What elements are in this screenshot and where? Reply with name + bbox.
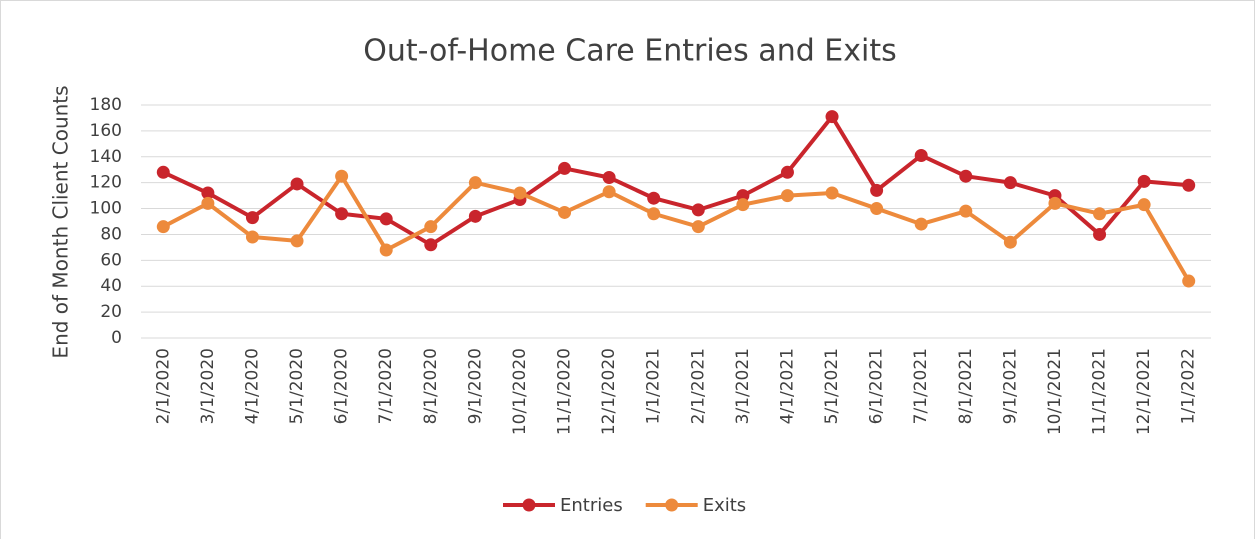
data-point xyxy=(1137,198,1151,212)
y-tick-label: 80 xyxy=(100,224,122,244)
data-point xyxy=(290,234,304,248)
data-point xyxy=(379,243,393,257)
y-axis-label: End of Month Client Counts xyxy=(49,85,73,358)
data-point xyxy=(201,196,215,210)
data-point xyxy=(691,220,705,234)
data-point xyxy=(780,165,794,179)
data-point xyxy=(156,220,170,234)
x-tick-label: 5/1/2020 xyxy=(287,348,307,424)
data-point xyxy=(736,189,750,203)
x-tick-label: 8/1/2021 xyxy=(956,348,976,424)
x-tick-label: 6/1/2021 xyxy=(867,348,887,424)
y-tick-label: 0 xyxy=(111,328,122,348)
data-point xyxy=(825,186,839,200)
data-point xyxy=(1048,196,1062,210)
y-tick-label: 100 xyxy=(90,199,122,219)
data-point xyxy=(959,169,973,183)
data-point xyxy=(602,185,616,199)
data-point xyxy=(156,165,170,179)
y-tick-label: 140 xyxy=(90,147,122,167)
data-point xyxy=(1003,176,1017,190)
series-line xyxy=(162,114,1189,247)
data-point xyxy=(558,161,572,175)
data-point xyxy=(335,207,349,221)
data-point xyxy=(736,198,750,212)
legend-label: Exits xyxy=(703,495,746,516)
x-tick-label: 7/1/2020 xyxy=(376,348,396,424)
data-point xyxy=(245,211,259,225)
data-point xyxy=(424,238,438,252)
legend-marker xyxy=(665,498,679,512)
data-point xyxy=(290,177,304,191)
x-tick-label: 6/1/2020 xyxy=(332,348,352,424)
data-point xyxy=(1093,227,1107,241)
data-point xyxy=(468,176,482,190)
data-point xyxy=(914,217,928,231)
data-point xyxy=(1137,174,1151,188)
data-point xyxy=(602,170,616,184)
x-tick-label: 2/1/2020 xyxy=(153,348,173,424)
x-tick-label: 1/1/2022 xyxy=(1179,348,1199,424)
data-point xyxy=(647,207,661,221)
data-point xyxy=(691,203,705,217)
data-point xyxy=(379,212,393,226)
data-point xyxy=(468,209,482,223)
x-tick-label: 11/1/2021 xyxy=(1090,348,1110,435)
y-tick-label: 120 xyxy=(90,173,122,193)
data-point xyxy=(870,202,884,216)
data-point xyxy=(424,220,438,234)
x-tick-label: 11/1/2020 xyxy=(555,348,575,435)
data-point xyxy=(959,204,973,218)
x-tick-label: 2/1/2021 xyxy=(688,348,708,424)
data-point xyxy=(647,191,661,205)
data-point xyxy=(245,230,259,244)
x-tick-label: 1/1/2021 xyxy=(644,348,664,424)
y-tick-label: 20 xyxy=(100,302,122,322)
x-tick-label: 5/1/2021 xyxy=(822,348,842,424)
data-point xyxy=(558,205,572,219)
x-tick-label: 10/1/2020 xyxy=(510,348,530,435)
data-point xyxy=(513,186,527,200)
x-tick-label: 7/1/2021 xyxy=(911,348,931,424)
data-point xyxy=(780,189,794,203)
x-tick-label: 9/1/2020 xyxy=(465,348,485,424)
y-tick-label: 180 xyxy=(90,95,122,115)
data-point xyxy=(1182,274,1196,288)
series-line xyxy=(162,174,1191,283)
data-point xyxy=(870,183,884,197)
legend-marker xyxy=(522,498,536,512)
x-tick-label: 3/1/2020 xyxy=(198,348,218,424)
data-point xyxy=(201,186,215,200)
y-tick-label: 40 xyxy=(100,276,122,296)
data-point xyxy=(1003,235,1017,249)
x-tick-label: 10/1/2021 xyxy=(1045,348,1065,435)
chart-title: Out-of-Home Care Entries and Exits xyxy=(363,34,896,69)
y-tick-label: 160 xyxy=(90,121,122,141)
x-tick-label: 4/1/2021 xyxy=(777,348,797,424)
data-point xyxy=(335,169,349,183)
legend-label: Entries xyxy=(560,495,623,516)
x-tick-label: 12/1/2020 xyxy=(599,348,619,435)
x-tick-label: 4/1/2020 xyxy=(242,348,262,424)
data-point xyxy=(825,110,839,124)
data-point xyxy=(1182,178,1196,192)
y-tick-label: 60 xyxy=(100,250,122,270)
data-point xyxy=(914,148,928,162)
x-tick-label: 3/1/2021 xyxy=(733,348,753,424)
data-point xyxy=(1093,207,1107,221)
x-tick-label: 12/1/2021 xyxy=(1134,348,1154,435)
x-tick-label: 8/1/2020 xyxy=(421,348,441,424)
x-tick-label: 9/1/2021 xyxy=(1000,348,1020,424)
